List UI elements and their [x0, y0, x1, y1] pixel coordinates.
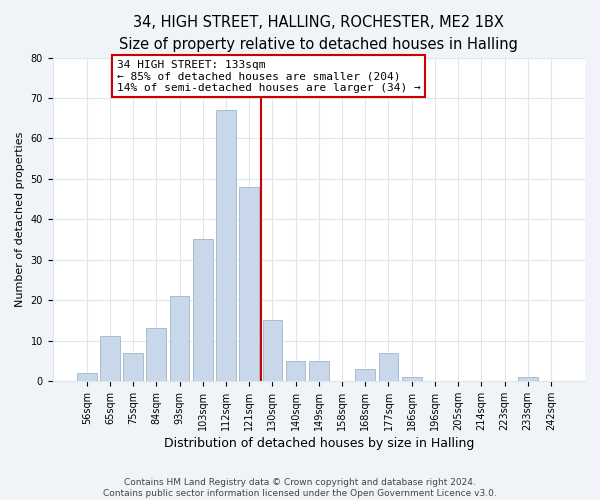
Bar: [355, 369, 375, 381]
Bar: [263, 320, 282, 381]
X-axis label: Distribution of detached houses by size in Halling: Distribution of detached houses by size …: [164, 437, 474, 450]
Y-axis label: Number of detached properties: Number of detached properties: [15, 132, 25, 307]
Bar: [146, 328, 166, 381]
Text: Contains HM Land Registry data © Crown copyright and database right 2024.
Contai: Contains HM Land Registry data © Crown c…: [103, 478, 497, 498]
Bar: [77, 373, 97, 381]
Bar: [309, 360, 329, 381]
Bar: [170, 296, 190, 381]
Bar: [286, 360, 305, 381]
Bar: [193, 240, 212, 381]
Bar: [518, 377, 538, 381]
Bar: [379, 352, 398, 381]
Bar: [402, 377, 422, 381]
Bar: [100, 336, 120, 381]
Bar: [239, 187, 259, 381]
Bar: [123, 352, 143, 381]
Text: 34 HIGH STREET: 133sqm
← 85% of detached houses are smaller (204)
14% of semi-de: 34 HIGH STREET: 133sqm ← 85% of detached…: [117, 60, 421, 93]
Title: 34, HIGH STREET, HALLING, ROCHESTER, ME2 1BX
Size of property relative to detach: 34, HIGH STREET, HALLING, ROCHESTER, ME2…: [119, 15, 518, 52]
Bar: [216, 110, 236, 381]
